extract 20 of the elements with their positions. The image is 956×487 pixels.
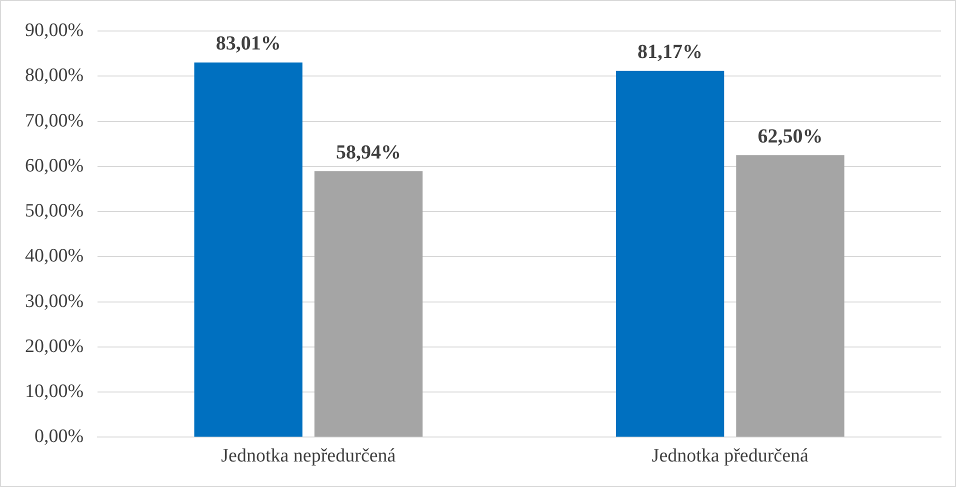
bar xyxy=(314,171,423,437)
x-tick-label: Jednotka předurčená xyxy=(652,446,810,467)
data-label: 58,94% xyxy=(336,141,402,164)
y-tick-label: 80,00% xyxy=(25,65,84,86)
y-tick-label: 60,00% xyxy=(25,155,84,176)
bar xyxy=(736,155,844,437)
data-label: 81,17% xyxy=(638,41,703,64)
y-tick-label: 50,00% xyxy=(25,200,84,222)
data-label: 83,01% xyxy=(216,32,281,55)
bar xyxy=(616,70,724,437)
y-tick-label: 90,00% xyxy=(25,20,84,41)
y-tick-label: 70,00% xyxy=(25,110,84,132)
x-tick-label: Jednotka nepředurčená xyxy=(221,446,396,467)
y-tick-label: 10,00% xyxy=(25,381,84,402)
y-tick-label: 40,00% xyxy=(25,246,84,267)
bar xyxy=(194,62,302,437)
y-tick-label: 30,00% xyxy=(25,290,84,312)
y-tick-label: 20,00% xyxy=(25,336,84,357)
y-tick-label: 0,00% xyxy=(34,426,84,448)
data-label: 62,50% xyxy=(758,125,823,148)
